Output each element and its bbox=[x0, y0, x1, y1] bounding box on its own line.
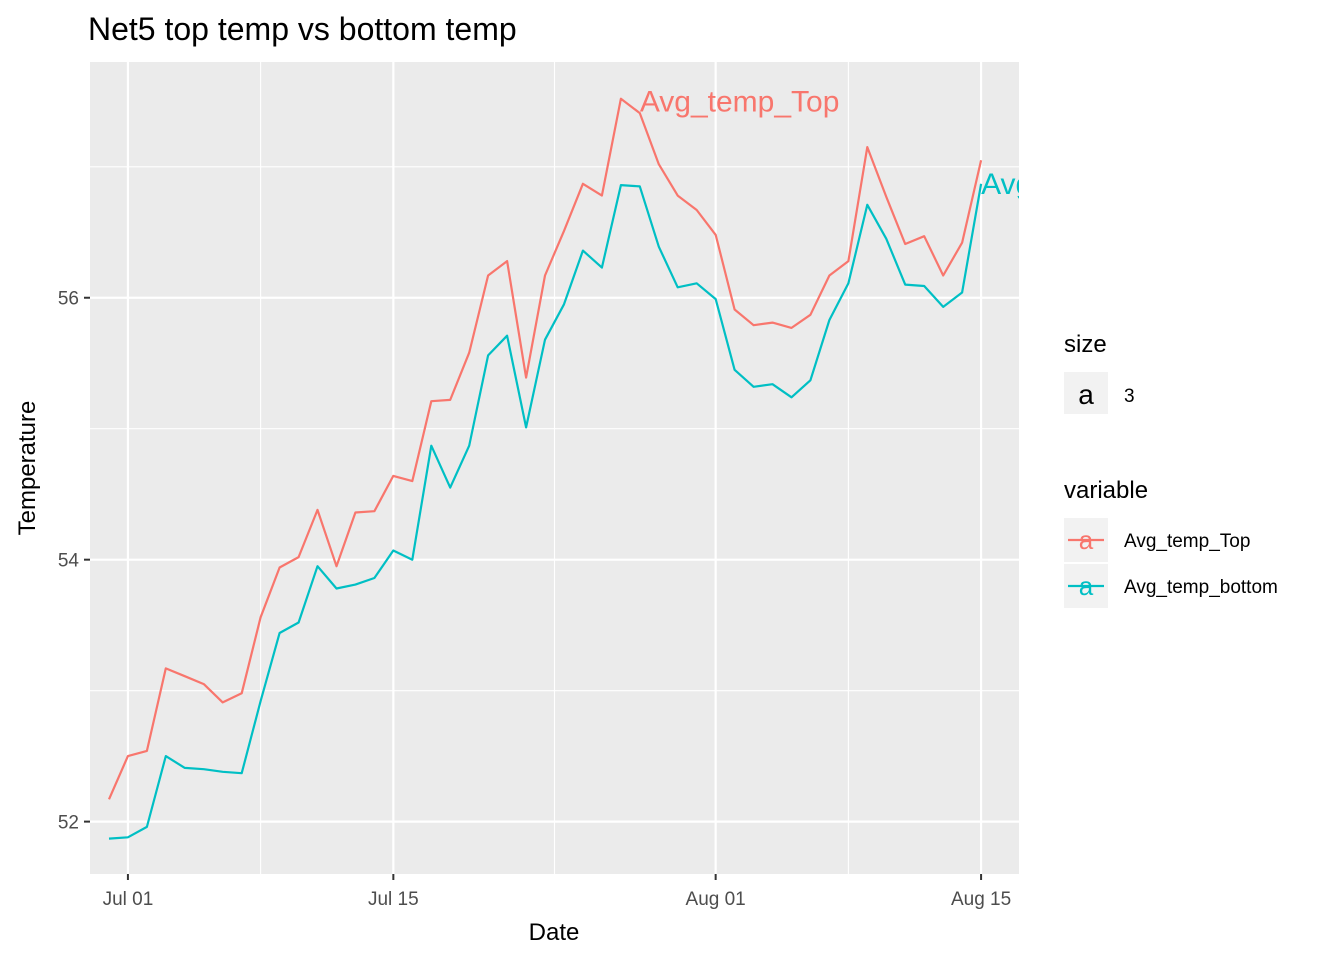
annotation-label: Avg_temp_bottom bbox=[981, 168, 1224, 201]
x-axis: Jul 01 Jul 15 Aug 01 Aug 15 bbox=[103, 874, 1011, 910]
legend-size-key-box bbox=[1064, 372, 1108, 414]
legend-key-glyph: a bbox=[1079, 571, 1094, 601]
plot-panel: Avg_temp_Top Avg_temp_bottom bbox=[90, 62, 1224, 874]
grid-major bbox=[90, 62, 1019, 874]
y-tick-label: 52 bbox=[58, 813, 79, 834]
legend-label: Avg_temp_bottom bbox=[1124, 577, 1278, 598]
legend-label: Avg_temp_Top bbox=[1124, 531, 1250, 552]
x-tick-label: Aug 01 bbox=[686, 889, 746, 910]
legend-size-key: a bbox=[1078, 379, 1094, 410]
legend-key-glyph: a bbox=[1079, 525, 1094, 555]
y-axis: 52 54 56 bbox=[58, 289, 90, 834]
series-layer bbox=[107, 97, 983, 840]
legend-size-title: size bbox=[1064, 331, 1107, 358]
annotation-label: Avg_temp_Top bbox=[640, 85, 840, 118]
legend-size-value: 3 bbox=[1124, 386, 1135, 407]
series-line-Avg_temp_Top bbox=[107, 97, 983, 800]
chart-title: Net5 top temp vs bottom temp bbox=[88, 11, 517, 47]
x-tick-label: Aug 15 bbox=[951, 889, 1011, 910]
legend-variable-title: variable bbox=[1064, 477, 1148, 504]
y-axis-title: Temperature bbox=[14, 401, 41, 536]
x-axis-title: Date bbox=[529, 919, 580, 946]
series-line-Avg_temp_bottom bbox=[108, 183, 983, 840]
y-tick-label: 56 bbox=[58, 289, 79, 310]
y-tick-label: 54 bbox=[58, 551, 80, 572]
annotation-layer: Avg_temp_Top Avg_temp_bottom bbox=[640, 85, 1224, 201]
x-tick-label: Jul 15 bbox=[368, 889, 419, 910]
x-tick-label: Jul 01 bbox=[103, 889, 154, 910]
